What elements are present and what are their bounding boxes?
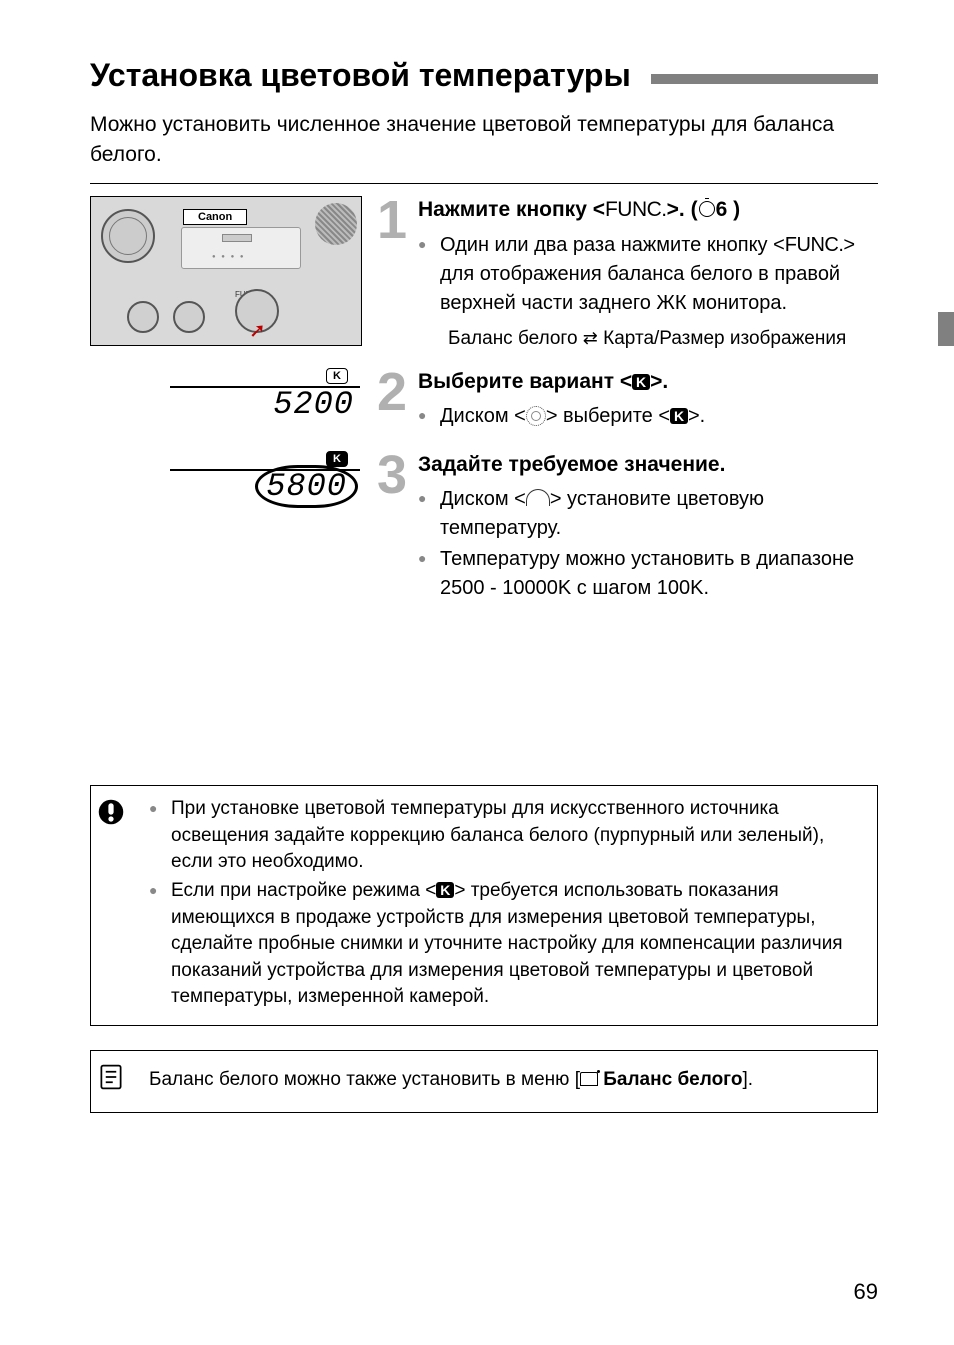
caution-list: При установке цветовой температуры для и…	[149, 796, 861, 1013]
camera-grip-icon	[315, 203, 357, 245]
quick-dial-icon	[526, 406, 546, 426]
step-number: 2	[372, 368, 412, 433]
caution-box: При установке цветовой температуры для и…	[90, 785, 878, 1026]
step-bullet: Один или два раза нажмите кнопку <FUNC.>…	[418, 231, 878, 318]
k-icon: K	[670, 408, 688, 424]
section-tab	[938, 312, 954, 346]
k-icon: K	[632, 374, 650, 390]
step-heading: Задайте требуемое значение.	[418, 451, 878, 479]
title-bar	[651, 74, 878, 84]
caution-bullet: Если при настройке режима <K> требуется …	[149, 878, 861, 1011]
lcd-display-2: K 5800	[200, 451, 360, 511]
step-bullet: Диском <> установите цветовую температур…	[418, 485, 878, 543]
step-heading: Нажмите кнопку <FUNC.>. (6 )	[418, 196, 878, 224]
arrow-indicator-icon: ➚	[249, 318, 266, 343]
separator	[90, 183, 878, 184]
k-badge-icon: K	[326, 368, 348, 384]
lcd-display-1: K 5200	[200, 368, 360, 428]
k-badge-icon: K	[326, 451, 348, 467]
swap-icon: ⇄	[583, 328, 598, 349]
step-number: 1	[372, 196, 412, 349]
main-dial-icon	[526, 492, 550, 506]
timer-icon	[698, 200, 716, 218]
step-2: K 5200 2 Выберите вариант <K>. Диском <>…	[90, 368, 878, 433]
note-box: Баланс белого можно также установить в м…	[90, 1050, 878, 1113]
camera-illustration: Canon ● ● ● ● FUNC. ➚	[90, 196, 362, 346]
step-bullet: Диском <> выберите <K>.	[418, 402, 878, 431]
lcd-panel-icon: ● ● ● ●	[181, 227, 301, 269]
memo-icon	[97, 1061, 129, 1100]
step-subnote: Баланс белого ⇄ Карта/Размер изображения	[448, 328, 878, 350]
step-3: K 5800 3 Задайте требуемое значение. Дис…	[90, 451, 878, 605]
camera-button-icon	[173, 301, 205, 333]
camera-dial-icon	[101, 209, 155, 263]
note-text: Баланс белого можно также установить в м…	[149, 1067, 753, 1094]
intro-text: Можно установить численное значение цвет…	[90, 110, 878, 169]
title-row: Установка цветовой температуры	[90, 56, 878, 94]
step-heading: Выберите вариант <K>.	[418, 368, 878, 396]
camera-menu-icon	[580, 1072, 598, 1086]
k-icon: K	[436, 882, 454, 898]
page-title: Установка цветовой температуры	[90, 56, 631, 94]
lcd-value: 5200	[273, 386, 354, 423]
caution-bullet: При установке цветовой температуры для и…	[149, 796, 861, 876]
camera-button-icon	[127, 301, 159, 333]
caution-icon	[97, 796, 129, 1013]
step-1: Canon ● ● ● ● FUNC. ➚ 1 Нажмите кнопку <…	[90, 196, 878, 349]
lcd-value: 5800	[255, 465, 358, 508]
step-bullet: Температуру можно установить в диапазоне…	[418, 545, 878, 603]
camera-brand: Canon	[183, 209, 247, 225]
step-number: 3	[372, 451, 412, 605]
page-number: 69	[854, 1279, 878, 1305]
